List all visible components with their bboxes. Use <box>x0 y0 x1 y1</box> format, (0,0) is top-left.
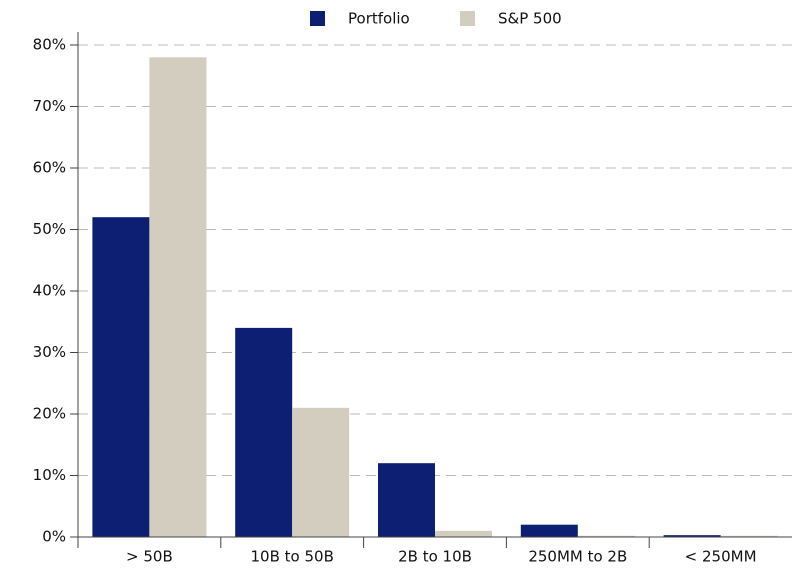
legend-swatch <box>310 11 325 26</box>
bar <box>235 327 293 537</box>
x-tick-label: 250MM to 2B <box>528 548 627 566</box>
y-tick-label: 10% <box>33 466 66 484</box>
y-tick-label: 60% <box>33 159 66 177</box>
bar <box>435 530 492 537</box>
y-tick-label: 70% <box>33 97 66 115</box>
y-tick-label: 40% <box>33 282 66 300</box>
bar <box>720 535 778 537</box>
x-tick-label: > 50B <box>126 548 173 566</box>
legend-swatch <box>460 11 475 26</box>
bar <box>663 535 721 537</box>
legend-label: S&P 500 <box>498 10 562 28</box>
legend-label: Portfolio <box>348 10 410 28</box>
y-tick-label: 50% <box>33 220 66 238</box>
x-tick-label: 2B to 10B <box>398 548 472 566</box>
x-tick-label: < 250MM <box>685 548 757 566</box>
bar <box>149 57 207 538</box>
y-tick-label: 80% <box>33 36 66 54</box>
x-tick-label: 10B to 50B <box>251 548 334 566</box>
bar <box>92 217 150 537</box>
bar <box>520 524 578 537</box>
bar <box>378 463 435 537</box>
bar <box>577 535 635 537</box>
y-tick-label: 30% <box>33 343 66 361</box>
bar <box>292 407 350 537</box>
y-tick-label: 20% <box>33 405 66 423</box>
y-tick-label: 0% <box>42 528 66 546</box>
